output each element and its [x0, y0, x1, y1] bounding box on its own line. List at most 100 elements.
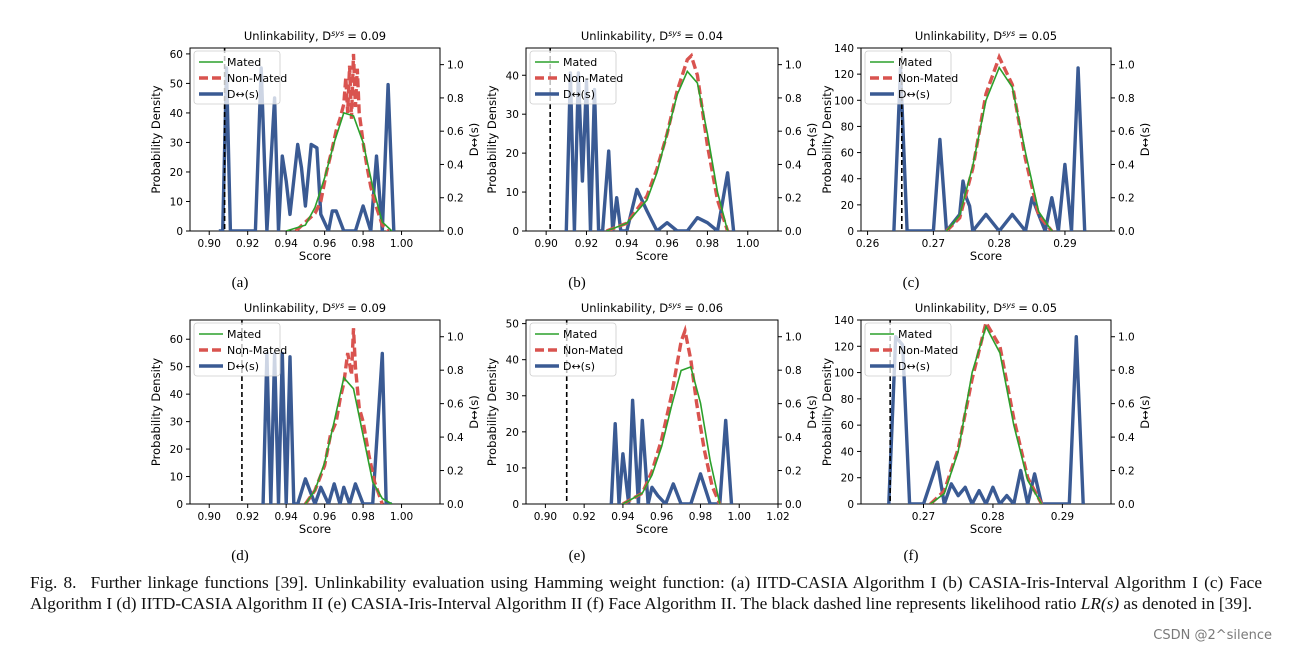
legend-mated-label: Mated — [898, 56, 932, 69]
x-tick-label: 0.96 — [650, 511, 674, 523]
y2-tick-label: 1.0 — [447, 332, 464, 344]
plot-frame — [189, 47, 441, 232]
x-tick-label: 0.96 — [313, 238, 337, 250]
y2-tick-label: 0.0 — [447, 226, 464, 238]
chart-title: Unlinkability, Dsys = 0.06 — [581, 301, 723, 316]
chart-title: Unlinkability, Dsys = 0.05 — [915, 301, 1057, 316]
series-non-mated-line — [945, 52, 1054, 231]
legend-mated-label: Mated — [227, 56, 261, 69]
y-tick-label: 0 — [176, 499, 183, 511]
caption-text: Further linkage functions [39]. Unlinkab… — [30, 573, 1262, 613]
y-tick-label: 30 — [170, 137, 183, 149]
y2-tick-label: 0.4 — [447, 432, 464, 444]
y2-tick-label: 0.8 — [785, 365, 802, 377]
y2-axis-label: D↔(s) — [467, 395, 481, 428]
y-tick-label: 140 — [834, 43, 854, 55]
series-d-score-line — [564, 71, 736, 231]
y2-tick-label: 1.0 — [1118, 60, 1135, 72]
y2-tick-label: 1.0 — [785, 332, 802, 344]
y-tick-label: 20 — [506, 148, 519, 160]
x-tick-label: 1.00 — [390, 238, 413, 250]
x-tick-label: 1.00 — [736, 238, 759, 250]
y2-axis-label: D↔(s) — [805, 395, 819, 428]
chart-title: Unlinkability, Dsys = 0.04 — [581, 29, 723, 44]
chart-panel-a: Unlinkability, Dsys = 0.09 0.90 0.92 0.94 0.9… — [149, 29, 481, 292]
y-tick-label: 30 — [170, 417, 183, 429]
y2-tick-label: 0.4 — [785, 159, 802, 171]
y2-tick-label: 0.8 — [447, 365, 464, 377]
y-axis-label: Probability Density — [485, 85, 499, 193]
y2-axis-label: D↔(s) — [805, 123, 819, 156]
y-tick-label: 60 — [170, 334, 183, 346]
y-tick-label: 0 — [847, 226, 854, 238]
x-tick-label: 0.90 — [534, 238, 557, 250]
series-non-mated-line — [622, 324, 722, 504]
legend: Mated Non-Mated D↔(s) — [529, 50, 623, 105]
y-tick-label: 60 — [841, 420, 854, 432]
x-tick-label: 0.90 — [198, 238, 221, 250]
y-tick-label: 20 — [841, 473, 854, 485]
plot-area — [218, 48, 396, 231]
y-tick-label: 100 — [834, 368, 854, 380]
y2-tick-label: 0.2 — [447, 193, 464, 205]
legend-box — [864, 50, 952, 105]
y2-tick-label: 0.4 — [447, 159, 464, 171]
x-tick-label: 0.94 — [611, 511, 635, 523]
plot-area — [887, 320, 1085, 504]
y2-tick-label: 0.0 — [785, 226, 802, 238]
legend-box — [193, 322, 281, 377]
x-tick-label: 0.29 — [1053, 238, 1076, 250]
y2-axis-label: D↔(s) — [1138, 123, 1152, 156]
y-tick-label: 10 — [506, 463, 519, 475]
series-d-score-line — [218, 66, 396, 231]
y-tick-label: 0 — [512, 499, 519, 511]
y-tick-label: 60 — [170, 49, 183, 61]
y2-tick-label: 0.6 — [785, 399, 802, 411]
x-axis-label: Score — [970, 522, 1002, 536]
legend-non-mated-label: Non-Mated — [227, 72, 287, 85]
panel-label: (d) — [231, 548, 249, 564]
chart-title: Unlinkability, Dsys = 0.09 — [244, 29, 386, 44]
y-tick-label: 40 — [170, 108, 183, 120]
series-mated-line — [929, 324, 1043, 504]
legend-box — [529, 50, 617, 105]
x-tick-label: 0.90 — [534, 511, 557, 523]
chart-panel-c: Unlinkability, Dsys = 0.05 0.26 0.27 0.28 0.2… — [820, 29, 1152, 292]
y-tick-label: 140 — [834, 315, 854, 327]
y-tick-label: 0 — [176, 226, 183, 238]
series-mated-line — [285, 111, 393, 231]
y2-tick-label: 0.4 — [1118, 159, 1135, 171]
x-tick-label: 1.02 — [766, 511, 789, 523]
panel-label: (b) — [568, 275, 586, 291]
x-tick-label: 0.28 — [981, 511, 1004, 523]
series-non-mated-line — [605, 52, 730, 231]
x-tick-label: 0.98 — [696, 238, 719, 250]
x-tick-label: 0.90 — [198, 511, 221, 523]
x-tick-label: 0.94 — [274, 238, 298, 250]
series-mated-line — [945, 65, 1053, 231]
y2-axis-label: D↔(s) — [1138, 395, 1152, 428]
y-tick-label: 20 — [170, 167, 183, 179]
x-tick-label: 0.96 — [655, 238, 679, 250]
legend: Mated Non-Mated D↔(s) — [864, 322, 958, 377]
legend-mated-label: Mated — [227, 328, 261, 341]
legend-d-score-label: D↔(s) — [563, 88, 595, 101]
chart-panel-b: Unlinkability, Dsys = 0.04 0.90 0.92 0.94 0.9… — [485, 29, 819, 292]
chart-title: Unlinkability, Dsys = 0.05 — [915, 29, 1057, 44]
x-axis-label: Score — [970, 249, 1002, 263]
legend: Mated Non-Mated D↔(s) — [864, 50, 958, 105]
figure: Unlinkability, Dsys = 0.09 0.90 0.92 0.94 0.9… — [149, 29, 1152, 565]
chart-panel-e: Unlinkability, Dsys = 0.06 0.90 0.92 0.94 0.9… — [485, 301, 819, 565]
y2-tick-label: 0.2 — [785, 466, 802, 478]
series-d-score-line — [261, 351, 392, 504]
y-tick-label: 40 — [841, 446, 854, 458]
y2-tick-label: 0.6 — [447, 399, 464, 411]
panel-label: (c) — [903, 275, 920, 291]
series-non-mated-line — [929, 320, 1044, 504]
y-axis-label: Probability Density — [820, 358, 834, 466]
caption-math: LR(s) — [1080, 594, 1120, 613]
y-tick-label: 40 — [506, 355, 519, 367]
legend-d-score-label: D↔(s) — [227, 360, 259, 373]
x-tick-label: 0.96 — [313, 511, 337, 523]
x-tick-label: 0.92 — [236, 238, 259, 250]
